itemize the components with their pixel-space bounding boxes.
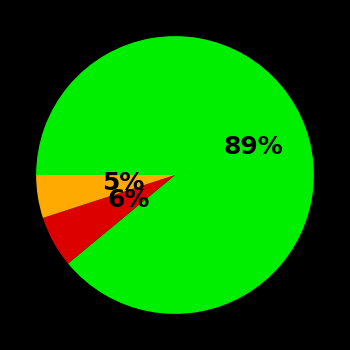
Wedge shape — [36, 175, 175, 218]
Wedge shape — [43, 175, 175, 264]
Wedge shape — [36, 36, 314, 314]
Text: 6%: 6% — [107, 188, 150, 212]
Text: 5%: 5% — [102, 171, 144, 195]
Text: 89%: 89% — [224, 135, 283, 159]
